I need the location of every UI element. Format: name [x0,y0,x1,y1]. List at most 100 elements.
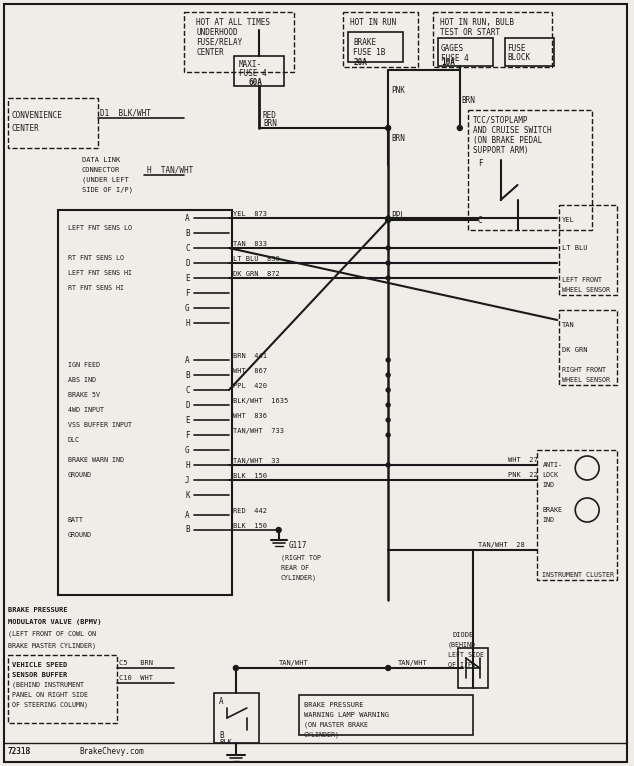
Text: CYLINDER): CYLINDER) [304,732,340,738]
Text: (ON BRAKE PEDAL: (ON BRAKE PEDAL [473,136,542,145]
Text: BLOCK: BLOCK [508,53,531,61]
Text: G: G [185,303,190,313]
Text: A: A [185,355,190,365]
Text: FUSE 4: FUSE 4 [239,68,267,77]
Bar [559,205,617,295]
Circle shape [386,358,390,362]
Text: BATT: BATT [68,517,84,523]
Text: BRAKE MASTER CYLINDER): BRAKE MASTER CYLINDER) [8,643,96,650]
Text: (LEFT FRONT OF COWL ON: (LEFT FRONT OF COWL ON [8,630,96,637]
Text: YEL: YEL [562,217,575,223]
Text: TAN: TAN [562,322,575,328]
Text: RT FNT SENS LO: RT FNT SENS LO [68,255,124,261]
Circle shape [276,528,281,532]
Text: WHT  867: WHT 867 [233,368,267,374]
Text: YEL  873: YEL 873 [233,211,267,217]
Text: D1  BLK/WHT: D1 BLK/WHT [100,109,150,117]
Text: HOT IN RUN: HOT IN RUN [351,18,397,27]
Bar [8,655,117,723]
Text: 4WD INPUT: 4WD INPUT [68,407,104,413]
Text: B: B [185,525,190,535]
Circle shape [386,373,390,377]
Text: DATA LINK: DATA LINK [82,157,120,163]
Text: E: E [185,273,190,283]
Circle shape [386,418,390,422]
Text: F: F [185,430,190,440]
Text: BRN  441: BRN 441 [233,353,267,359]
Text: BRN: BRN [391,133,405,142]
Text: FUSE 4: FUSE 4 [441,54,469,63]
Text: LEFT FRONT: LEFT FRONT [562,277,602,283]
Text: H  TAN/WHT: H TAN/WHT [147,165,193,175]
Text: CENTER: CENTER [196,47,224,57]
Text: A: A [185,214,190,222]
Text: C5   BRN: C5 BRN [119,660,153,666]
Text: D: D [185,258,190,267]
Text: WARNING LAMP WARNING: WARNING LAMP WARNING [304,712,389,718]
Text: TEST OR START: TEST OR START [440,28,500,37]
Text: LEFT FNT SENS LO: LEFT FNT SENS LO [68,225,132,231]
Text: BRAKE: BRAKE [353,38,377,47]
Text: 20A: 20A [353,57,367,67]
Text: J: J [185,476,190,485]
Circle shape [385,218,391,222]
Text: PPL: PPL [391,211,405,220]
Bar [438,38,493,66]
Text: BRN: BRN [264,119,278,127]
Text: C: C [185,244,190,253]
Text: BRAKE PRESSURE: BRAKE PRESSURE [8,607,67,613]
Text: SIDE OF I/P): SIDE OF I/P) [82,187,133,193]
Text: 60A: 60A [249,77,262,87]
Text: BLK  150: BLK 150 [233,523,267,529]
Text: TAN  833: TAN 833 [233,241,267,247]
Circle shape [386,388,390,392]
Text: CONNECTOR: CONNECTOR [82,167,120,173]
Bar [538,450,617,580]
Circle shape [385,126,391,130]
Text: TAN/WHT  733: TAN/WHT 733 [233,428,284,434]
Text: LT BLU: LT BLU [562,245,588,251]
Bar [299,695,473,735]
Text: BLK/WHT  1635: BLK/WHT 1635 [233,398,288,404]
Text: FUSE 1B: FUSE 1B [353,47,385,57]
Circle shape [386,246,390,250]
Text: RED: RED [262,110,276,119]
Text: PNK  22: PNK 22 [508,472,538,478]
Text: RT FNT SENS HI: RT FNT SENS HI [68,285,124,291]
Text: SENSOR BUFFER: SENSOR BUFFER [12,672,67,678]
Circle shape [233,666,238,670]
Text: TAN/WHT  33: TAN/WHT 33 [233,458,280,464]
Text: ABS IND: ABS IND [68,377,96,383]
Text: B: B [219,731,224,739]
Text: BRAKE: BRAKE [543,507,562,513]
Text: F: F [477,159,482,168]
Text: (BEHIND INSTRUMENT: (BEHIND INSTRUMENT [12,682,84,688]
Text: TAN/WHT: TAN/WHT [279,660,308,666]
Circle shape [457,126,462,130]
Text: LEFT SIDE: LEFT SIDE [448,652,484,658]
Text: CYLINDER): CYLINDER) [281,574,316,581]
Text: WHEEL SENSOR: WHEEL SENSOR [562,377,611,383]
Text: OF STEERING COLUMN): OF STEERING COLUMN) [12,702,88,709]
Text: PNK: PNK [391,86,405,94]
Text: BLK  150: BLK 150 [233,473,267,479]
Circle shape [386,463,390,467]
Text: G: G [185,446,190,454]
Text: GAGES: GAGES [441,44,464,53]
Bar [505,38,554,66]
Text: AND CRUISE SWITCH: AND CRUISE SWITCH [473,126,552,135]
Text: TAN/WHT: TAN/WHT [398,660,428,666]
Bar [8,98,98,148]
Text: ANTI-: ANTI- [543,462,562,468]
Text: (RIGHT TOP: (RIGHT TOP [281,555,321,561]
Text: RED  442: RED 442 [233,508,267,514]
Circle shape [385,666,391,670]
Text: OF I/P): OF I/P) [448,662,476,668]
Text: B: B [185,228,190,237]
Text: A: A [185,510,190,519]
Text: BRN: BRN [462,96,476,104]
Bar [348,32,403,62]
Bar [234,56,283,86]
Text: A: A [219,698,224,706]
Text: WHT  836: WHT 836 [233,413,267,419]
